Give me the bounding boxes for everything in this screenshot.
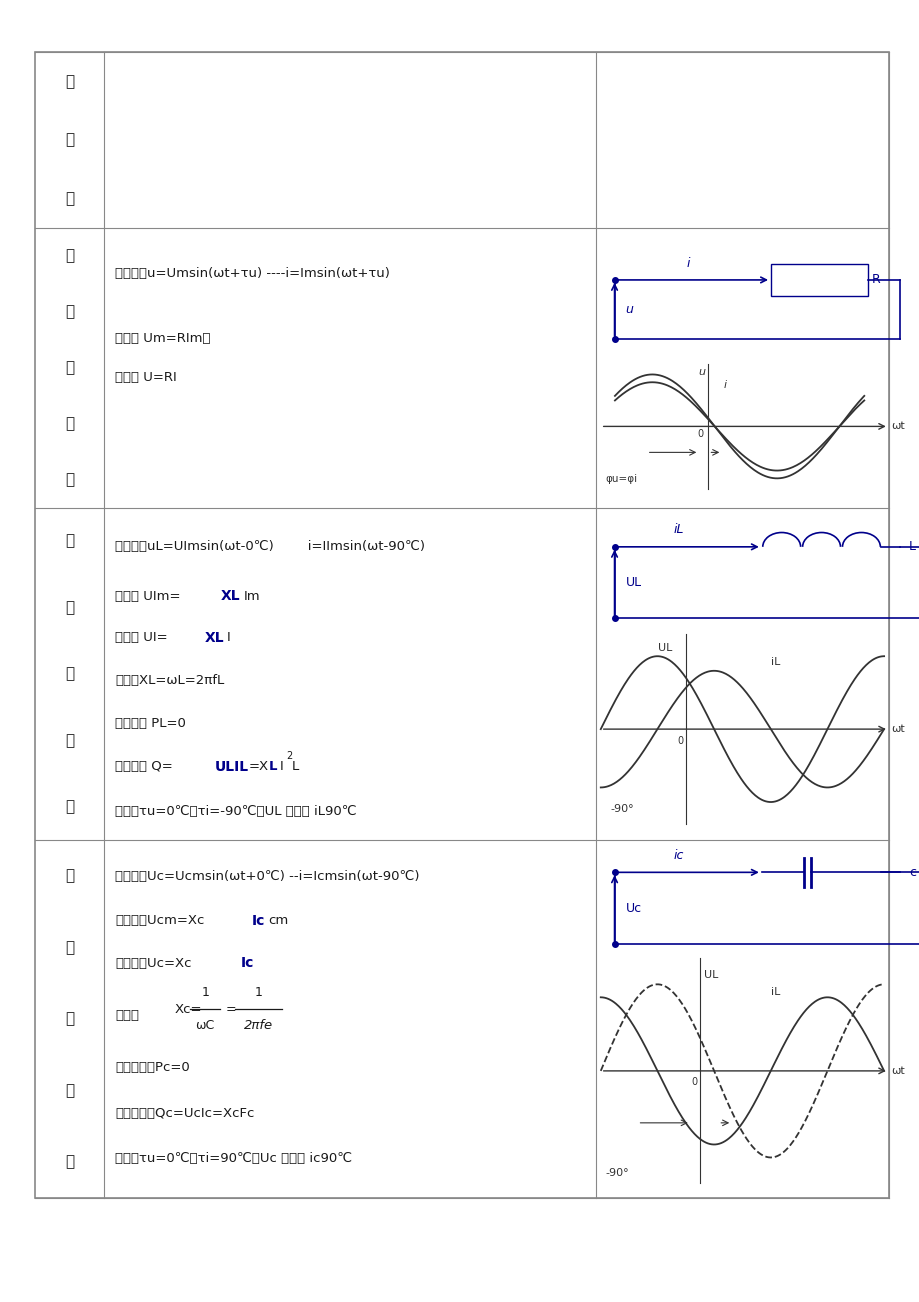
Text: 有功功率：Pc=0: 有功功率：Pc=0 [115,1061,189,1074]
Text: 最大值：Ucm=Xc: 最大值：Ucm=Xc [115,914,204,927]
Text: 电: 电 [65,940,74,954]
Text: 有效值：Uc=Xc: 有效值：Uc=Xc [115,957,191,970]
Text: 值: 值 [65,191,74,206]
Text: Ic: Ic [252,914,266,927]
Text: -90°: -90° [609,803,633,814]
Text: 瞬时值：Uc=Ucmsin(ωt+0℃) --i=Icmsin(ωt-90℃): 瞬时值：Uc=Ucmsin(ωt+0℃) --i=Icmsin(ωt-90℃) [115,870,419,883]
Text: 1: 1 [255,986,262,999]
Text: u: u [698,367,705,378]
Text: ic: ic [673,849,684,862]
Text: u: u [625,303,633,315]
Text: 最大值 UIm=: 最大值 UIm= [115,590,180,603]
Text: Im: Im [244,590,260,603]
Text: ULIL: ULIL [214,760,248,773]
Text: L: L [908,540,915,553]
Text: 路: 路 [65,799,74,814]
Text: XL: XL [221,590,240,603]
Text: 瞬时值：u=Umsin(ωt+τu) ----i=Imsin(ωt+τu): 瞬时值：u=Umsin(ωt+τu) ----i=Imsin(ωt+τu) [115,267,390,280]
Text: 0: 0 [676,736,682,746]
Text: 阻: 阻 [65,361,74,375]
Text: -90°: -90° [605,1168,629,1178]
Text: ωt: ωt [891,422,904,431]
Text: 平: 平 [65,74,74,89]
Text: 电: 电 [65,305,74,319]
Text: R: R [871,273,880,286]
Text: I: I [227,631,231,644]
Text: iL: iL [770,658,779,667]
Text: ωt: ωt [891,724,904,734]
Text: 无功功率：Qc=UcIc=XcFc: 无功功率：Qc=UcIc=XcFc [115,1107,254,1120]
Text: 有效值 U=RI: 有效值 U=RI [115,371,176,384]
Text: Uc: Uc [625,902,641,914]
Text: Xc=: Xc= [175,1003,202,1016]
Text: ωC: ωC [196,1019,214,1032]
Text: 路: 路 [65,1155,74,1169]
Text: 2: 2 [286,751,292,762]
Text: c: c [908,866,915,879]
Text: 纯: 纯 [65,534,74,548]
Text: 路: 路 [65,473,74,487]
Text: 1: 1 [201,986,209,999]
Text: L: L [291,760,299,773]
Text: 电: 电 [65,1083,74,1098]
Bar [770,264,867,296]
Text: XL: XL [205,631,224,644]
Text: 最大值 Um=RIm，: 最大值 Um=RIm， [115,332,210,345]
Text: 均: 均 [65,133,74,147]
Text: iL: iL [770,987,779,997]
Text: 电: 电 [65,417,74,431]
Text: φu=φi: φu=φi [605,474,637,484]
Text: UL: UL [625,577,641,589]
Text: i: i [722,380,726,391]
Text: 电: 电 [65,600,74,615]
Text: i: i [686,256,689,270]
Text: 容: 容 [65,1012,74,1026]
Text: 电: 电 [65,733,74,747]
Text: L: L [268,760,277,773]
Text: ωt: ωt [891,1066,904,1075]
Text: 有效值 UI=: 有效值 UI= [115,631,167,644]
Text: 有效功率 PL=0: 有效功率 PL=0 [115,717,186,730]
Text: 初相角τu=0℃，τi=-90℃，UL 超前于 iL90℃: 初相角τu=0℃，τi=-90℃，UL 超前于 iL90℃ [115,805,357,818]
Text: 瞬时值：uL=UImsin(ωt-0℃)        i=IImsin(ωt-90℃): 瞬时值：uL=UImsin(ωt-0℃) i=IImsin(ωt-90℃) [115,540,425,553]
Text: =X: =X [248,760,268,773]
Text: 纯: 纯 [65,868,74,883]
Text: 式中：: 式中： [115,1009,139,1022]
Text: UL: UL [703,970,718,980]
Text: 无功功率 Q=: 无功功率 Q= [115,760,173,773]
Text: 0: 0 [697,430,703,439]
Text: UL: UL [657,643,672,652]
Text: 式中：XL=ωL=2πfL: 式中：XL=ωL=2πfL [115,674,224,687]
Text: iL: iL [673,523,684,536]
Text: cm: cm [268,914,289,927]
Text: Ic: Ic [241,957,255,970]
Bar [35,52,888,1198]
Text: =: = [225,1003,236,1016]
Text: 2πfe: 2πfe [244,1019,273,1032]
Text: 0: 0 [690,1078,697,1087]
Text: 初相角τu=0℃，τi=90℃，Uc 滞后于 ic90℃: 初相角τu=0℃，τi=90℃，Uc 滞后于 ic90℃ [115,1152,352,1165]
Text: 纯: 纯 [65,249,74,263]
Text: I: I [279,760,283,773]
Text: 感: 感 [65,667,74,681]
